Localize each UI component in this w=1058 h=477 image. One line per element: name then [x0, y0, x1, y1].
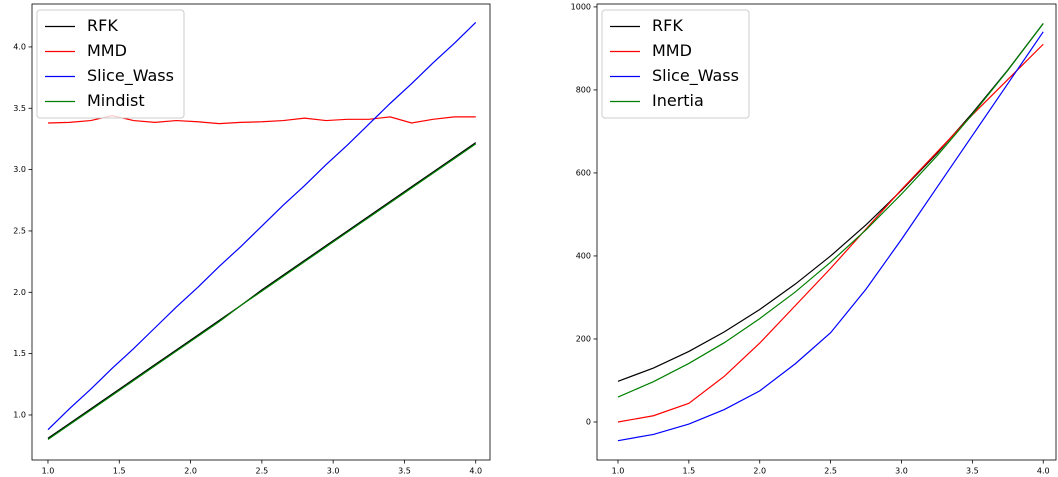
legend-label: MMD	[87, 41, 127, 60]
legend-label: RFK	[87, 16, 118, 35]
x-tick-label: 4.0	[1037, 467, 1050, 476]
series-line	[47, 21, 477, 431]
y-tick-label: 2.5	[13, 226, 26, 235]
x-tick-label: 4.0	[469, 467, 482, 476]
y-tick-label: 2.0	[13, 288, 26, 297]
legend-box	[36, 9, 185, 119]
series-line	[617, 31, 1044, 442]
x-tick-label: 2.5	[824, 467, 837, 476]
axes-frame	[596, 3, 1057, 461]
series-line	[47, 142, 477, 439]
legend: RFK MMD Slice_Wass Mindist	[36, 9, 185, 119]
x-tick-label: 1.0	[42, 467, 55, 476]
legend: RFK MMD Slice_Wass Inertia	[601, 9, 750, 119]
x-tick-label: 3.5	[966, 467, 979, 476]
legend-label: Mindist	[87, 91, 145, 110]
y-tick-label: 4.0	[13, 42, 26, 51]
x-tick-label: 2.0	[753, 467, 766, 476]
y-tick-label: 400	[576, 251, 591, 260]
series-line	[617, 23, 1044, 398]
legend-label: Slice_Wass	[87, 66, 174, 86]
y-tick-label: 3.5	[13, 104, 26, 113]
legend-label: Inertia	[652, 91, 704, 110]
y-tick-label: 800	[576, 85, 591, 94]
x-tick-label: 3.5	[398, 467, 411, 476]
series-line	[617, 23, 1044, 382]
chart: 1.0 1.5 2.0 2.5 3.0 3.5 4.0 1.0 1.5 2.0 2.5 3.0 3.5 4…	[13, 3, 491, 476]
x-tick-label: 3.0	[327, 467, 340, 476]
series-line	[47, 143, 477, 441]
legend-box	[601, 9, 750, 119]
x-tick-label: 3.0	[895, 467, 908, 476]
y-tick-label: 3.0	[13, 165, 26, 174]
x-tick-label: 1.5	[113, 467, 126, 476]
legend-label: Slice_Wass	[652, 66, 739, 86]
x-tick-label: 1.0	[612, 467, 625, 476]
y-tick-label: 200	[576, 334, 591, 343]
x-tick-label: 1.5	[682, 467, 695, 476]
y-tick-label: 600	[576, 168, 591, 177]
y-tick-label: 0	[586, 417, 591, 426]
y-tick-label: 1.0	[13, 410, 26, 419]
chart: 1.0 1.5 2.0 2.5 3.0 3.5 4.0 0 200 400 600 800 1000 RF…	[571, 2, 1057, 476]
legend-label: RFK	[652, 16, 683, 35]
axes-frame	[31, 3, 491, 461]
y-tick-label: 1.5	[13, 349, 26, 358]
y-tick-label: 1000	[571, 2, 591, 11]
x-tick-label: 2.5	[255, 467, 268, 476]
legend-label: MMD	[652, 41, 692, 60]
x-tick-label: 2.0	[184, 467, 197, 476]
